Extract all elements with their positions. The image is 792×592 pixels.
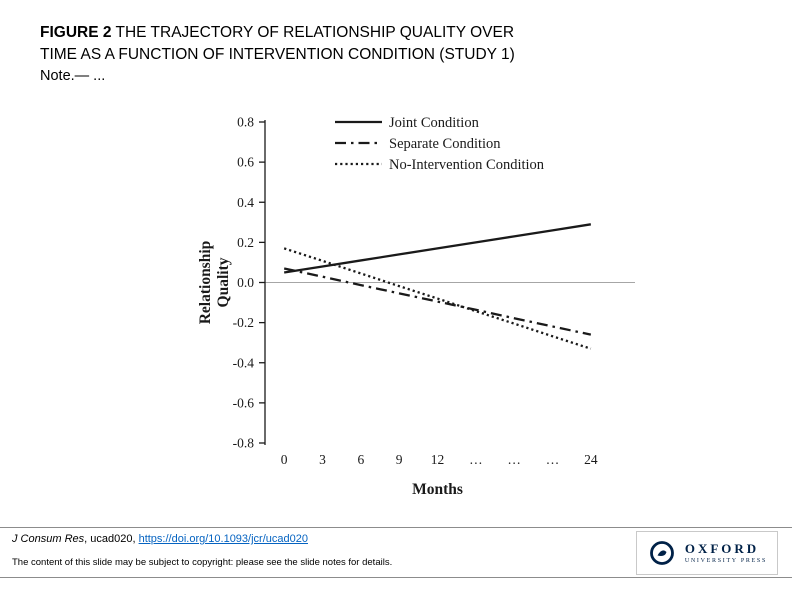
legend-label: No-Intervention Condition bbox=[389, 157, 545, 173]
x-tick-label: 3 bbox=[319, 452, 326, 467]
y-tick-label: -0.8 bbox=[233, 436, 255, 451]
series-line-solid bbox=[283, 223, 592, 274]
figure-title-text: THE TRAJECTORY OF RELATIONSHIP QUALITY O… bbox=[40, 24, 515, 63]
x-tick-label: 24 bbox=[584, 452, 598, 467]
article-id: , ucad020, bbox=[84, 533, 139, 545]
y-tick-label: -0.4 bbox=[233, 355, 255, 370]
x-tick-label: 9 bbox=[396, 452, 403, 467]
y-tick-label: 0.4 bbox=[237, 195, 254, 210]
x-tick-label: 12 bbox=[431, 452, 445, 467]
figure-label: FIGURE 2 bbox=[40, 24, 112, 41]
y-tick-label: 0.6 bbox=[237, 155, 254, 170]
series-line-dotted bbox=[283, 247, 592, 350]
x-tick-label: 6 bbox=[357, 452, 364, 467]
legend-label: Separate Condition bbox=[389, 136, 501, 152]
figure-note: Note.— ... bbox=[40, 68, 106, 85]
y-tick-label: 0.8 bbox=[237, 115, 254, 130]
oxford-university-press-logo: OXFORD UNIVERSITY PRESS bbox=[635, 531, 778, 575]
x-tick-label: 0 bbox=[281, 452, 288, 467]
legend-label: Joint Condition bbox=[389, 115, 480, 131]
x-tick-label: … bbox=[469, 452, 483, 467]
x-axis-title: Months bbox=[412, 481, 463, 498]
oup-subtitle: UNIVERSITY PRESS bbox=[684, 557, 767, 564]
doi-link[interactable]: https://doi.org/10.1093/jcr/ucad020 bbox=[138, 533, 308, 545]
footer-divider bbox=[0, 527, 792, 528]
x-tick-label: … bbox=[507, 452, 520, 467]
y-tick-label: -0.2 bbox=[233, 315, 254, 330]
series-line-dash-dot bbox=[283, 267, 592, 336]
y-tick-label: -0.6 bbox=[233, 395, 255, 410]
copyright-note: The content of this slide may be subject… bbox=[12, 557, 393, 568]
citation: J Consum Res, ucad020, https://doi.org/1… bbox=[12, 533, 308, 545]
oup-circle-icon bbox=[649, 541, 674, 565]
figure-title: FIGURE 2 THE TRAJECTORY OF RELATIONSHIP … bbox=[40, 22, 540, 87]
journal-name: J Consum Res bbox=[12, 533, 85, 545]
y-tick-label: 0.0 bbox=[237, 275, 254, 290]
relationship-quality-line-chart: 0.8 0.6 0.4 0.2 0.0 -0.2 -0.4 -0.6 -0.8 0 3 6 9 12 … … …… bbox=[197, 115, 635, 498]
y-axis-title: RelationshipQuality bbox=[197, 241, 232, 325]
oup-wordmark: OXFORD bbox=[684, 540, 760, 556]
y-tick-label: 0.2 bbox=[237, 235, 254, 250]
bottom-border bbox=[0, 577, 792, 578]
x-tick-label: … bbox=[546, 452, 560, 467]
